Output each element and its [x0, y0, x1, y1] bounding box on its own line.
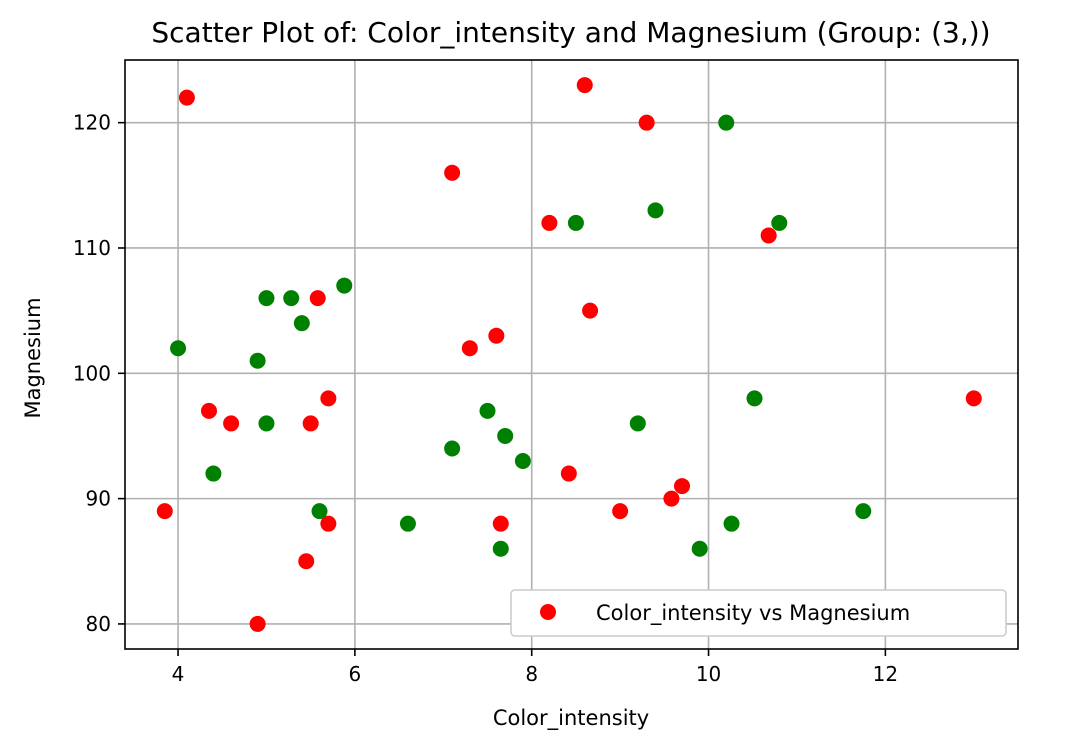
- data-point: [663, 490, 680, 507]
- data-point: [461, 340, 478, 357]
- data-point: [567, 214, 584, 231]
- legend-marker: [540, 604, 556, 620]
- data-point: [497, 427, 514, 444]
- data-point: [399, 515, 416, 532]
- data-point: [771, 214, 788, 231]
- data-point: [283, 290, 300, 307]
- data-point: [965, 390, 982, 407]
- y-tick-label: 120: [73, 111, 111, 135]
- data-point: [576, 77, 593, 94]
- legend-label: Color_intensity vs Magnesium: [596, 601, 910, 626]
- data-point: [674, 478, 691, 495]
- data-point: [718, 114, 735, 131]
- data-point: [223, 415, 240, 432]
- data-point: [760, 227, 777, 244]
- data-point: [258, 290, 275, 307]
- data-point: [612, 503, 629, 520]
- chart-title: Scatter Plot of: Color_intensity and Mag…: [151, 16, 990, 49]
- x-tick-label: 6: [349, 662, 362, 686]
- data-point: [320, 515, 337, 532]
- x-tick-label: 12: [873, 662, 898, 686]
- x-axis-label: Color_intensity: [493, 706, 649, 731]
- data-point: [638, 114, 655, 131]
- data-point: [541, 214, 558, 231]
- legend-box: [510, 589, 1007, 637]
- plot-frame: [124, 59, 1019, 650]
- y-axis-label: Magnesium: [21, 297, 45, 418]
- data-point: [293, 315, 310, 332]
- data-point: [311, 503, 328, 520]
- data-point: [249, 615, 266, 632]
- data-point: [249, 352, 266, 369]
- data-point: [723, 515, 740, 532]
- data-point: [205, 465, 222, 482]
- data-point: [492, 515, 509, 532]
- data-point: [488, 327, 505, 344]
- legend: Color_intensity vs Magnesium: [510, 589, 1007, 637]
- data-point: [200, 402, 217, 419]
- data-point: [746, 390, 763, 407]
- data-point: [178, 89, 195, 106]
- data-point: [582, 302, 599, 319]
- y-tick-label: 80: [86, 612, 111, 636]
- data-point: [479, 402, 496, 419]
- data-point: [298, 553, 315, 570]
- data-point: [691, 540, 708, 557]
- data-point: [514, 453, 531, 470]
- ticks-layer: 4 6 8 10 12 80 90 100 110 120: [73, 111, 898, 686]
- data-point: [647, 202, 664, 219]
- data-point: [336, 277, 353, 294]
- data-point: [444, 164, 461, 181]
- data-point: [629, 415, 646, 432]
- x-tick-label: 4: [172, 662, 185, 686]
- points-layer: [156, 77, 982, 632]
- data-point: [560, 465, 577, 482]
- x-tick-label: 10: [696, 662, 721, 686]
- data-point: [258, 415, 275, 432]
- data-point: [444, 440, 461, 457]
- data-point: [855, 503, 872, 520]
- data-point: [309, 290, 326, 307]
- data-point: [320, 390, 337, 407]
- y-tick-label: 110: [73, 236, 111, 260]
- data-point: [492, 540, 509, 557]
- data-point: [156, 503, 173, 520]
- data-point: [170, 340, 187, 357]
- y-tick-label: 90: [86, 487, 111, 511]
- x-tick-label: 8: [525, 662, 538, 686]
- y-tick-label: 100: [73, 361, 111, 385]
- data-point: [302, 415, 319, 432]
